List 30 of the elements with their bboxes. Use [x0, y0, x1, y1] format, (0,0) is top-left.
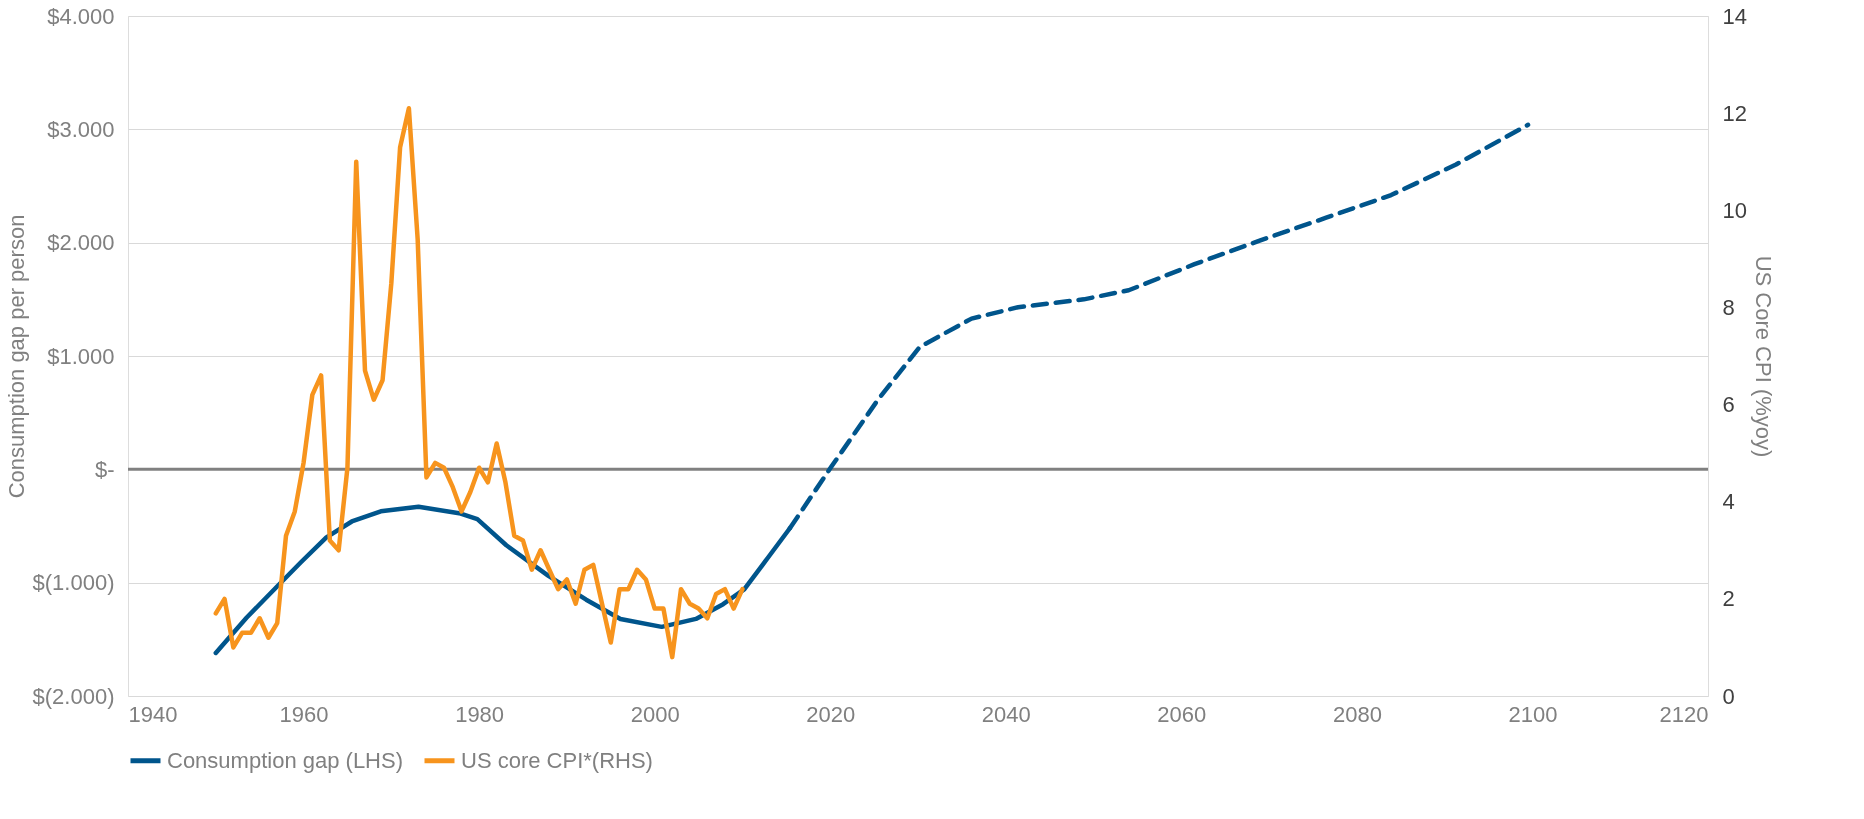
y2-tick-label: 4: [1722, 489, 1735, 515]
x-tick-label: 2080: [1332, 701, 1382, 727]
y-tick-label: $2.000: [47, 230, 115, 256]
y-tick-label: $(2.000): [32, 683, 115, 709]
y-tick-label: $-: [94, 456, 115, 482]
y-tick-label: $3.000: [47, 116, 115, 142]
y-tick-label: $(1.000): [32, 570, 115, 596]
y2-tick-label: 12: [1722, 100, 1747, 126]
y2-tick-label: 8: [1722, 294, 1735, 320]
legend-label: US core CPI*(RHS): [461, 747, 653, 773]
line-series: [213, 106, 745, 660]
x-tick-label: 1960: [279, 701, 329, 727]
x-tick-label: 2000: [630, 701, 680, 727]
x-tick-label: 2020: [806, 701, 856, 727]
y2-tick-label: 6: [1722, 392, 1735, 418]
y2-tick-label: 14: [1722, 3, 1747, 29]
x-tick-label: 2060: [1157, 701, 1207, 727]
x-tick-label: 2100: [1508, 701, 1558, 727]
y-axis-title: Consumption gap per person: [3, 214, 29, 499]
x-tick-label: 2120: [1659, 701, 1709, 727]
x-tick-label: 1940: [128, 701, 178, 727]
y-tick-label: $1.000: [47, 343, 115, 369]
y-tick-label: $4.000: [47, 3, 115, 29]
y2-tick-label: 10: [1722, 197, 1747, 223]
x-tick-label: 1980: [455, 701, 505, 727]
legend-label: Consumption gap (LHS): [167, 747, 404, 773]
y2-tick-label: 0: [1722, 683, 1735, 709]
x-tick-label: 2040: [981, 701, 1031, 727]
y2-axis-title: US Core CPI (%yoy): [1750, 255, 1776, 458]
y2-tick-label: 2: [1722, 586, 1735, 612]
